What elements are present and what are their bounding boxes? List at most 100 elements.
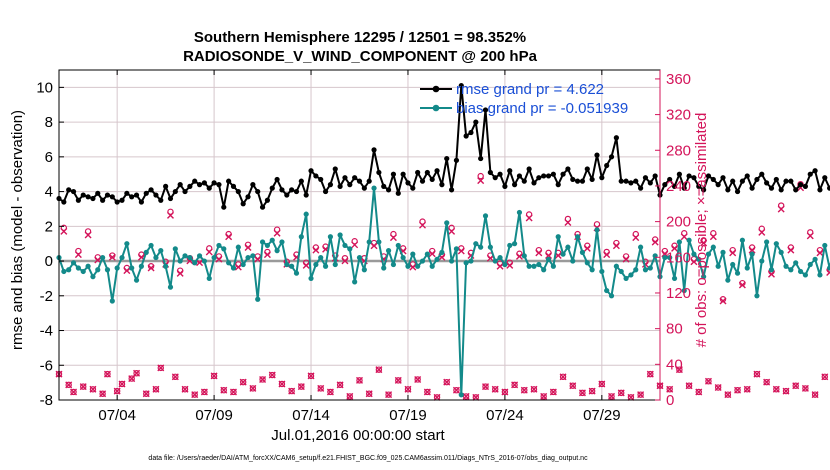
rmse-point: [541, 173, 547, 179]
rmse-point: [545, 173, 552, 179]
obs-possible-marker: [734, 386, 741, 394]
bias-point: [216, 242, 222, 249]
rmse-point: [429, 176, 435, 183]
bias-point: [143, 249, 149, 255]
obs-possible-marker: [172, 373, 179, 381]
bias-point: [385, 248, 392, 254]
obs-possible-marker: [128, 375, 135, 382]
rmse-point: [192, 178, 198, 184]
x-tick-label: 07/24: [486, 407, 524, 424]
rmse-point: [70, 188, 77, 195]
obs-assimilated-marker: [671, 244, 679, 252]
bias-point: [545, 256, 552, 262]
rmse-point: [279, 187, 285, 193]
bias-point: [667, 254, 673, 261]
obs-assimilated-marker: [341, 257, 349, 265]
obs-assimilated-marker: [263, 251, 271, 259]
legend-bias-label: bias grand pr = -0.051939: [456, 100, 628, 117]
obs-assimilated-marker: [70, 388, 78, 396]
rmse-point: [478, 155, 484, 162]
bias-point: [788, 267, 794, 273]
rmse-point: [725, 187, 731, 193]
rmse-point: [376, 169, 382, 176]
obs-assimilated-marker: [414, 375, 422, 383]
bias-point: [163, 263, 169, 269]
bias-point: [342, 242, 348, 249]
bias-point: [381, 265, 387, 271]
obs-possible-marker: [133, 370, 140, 377]
rmse-point: [327, 182, 334, 188]
rmse-point: [245, 194, 251, 200]
rmse-point: [473, 119, 479, 125]
rmse-point: [293, 188, 300, 195]
obs-assimilated-marker: [273, 229, 281, 237]
obs-possible-marker: [269, 371, 276, 379]
bias-point: [133, 277, 140, 283]
obs-assimilated-marker: [714, 384, 722, 392]
obs-assimilated-marker: [748, 246, 756, 254]
y-tick-label: -8: [40, 392, 53, 409]
bias-point: [167, 284, 174, 290]
rmse-point: [109, 194, 115, 200]
obs-assimilated-marker: [157, 364, 165, 372]
rmse-point: [822, 175, 828, 181]
rmse-point: [201, 180, 208, 186]
obs-assimilated-marker: [588, 387, 596, 395]
obs-assimilated-marker: [758, 228, 766, 236]
bias-point: [662, 254, 668, 261]
bias-point: [90, 274, 96, 280]
obs-assimilated-marker: [612, 242, 620, 250]
obs-assimilated-marker: [171, 373, 179, 381]
rmse-point: [705, 173, 712, 179]
obs-possible-marker: [70, 388, 77, 396]
obs-possible-marker: [608, 393, 615, 400]
rmse-point: [730, 178, 736, 184]
chart-title: Southern Hemisphere 12295 / 12501 = 98.3…: [194, 29, 526, 46]
rmse-point: [405, 180, 411, 186]
rmse-point: [487, 169, 493, 176]
bias-point: [424, 251, 430, 257]
bias-point: [511, 241, 518, 247]
rmse-point: [153, 192, 159, 198]
obs-assimilated-marker: [530, 385, 538, 393]
bias-point: [608, 293, 615, 299]
rmse-point: [579, 178, 586, 184]
obs-assimilated-marker: [486, 254, 494, 262]
obs-assimilated-marker: [288, 387, 296, 395]
legend-rmse-label: rmse grand pr = 4.622: [456, 81, 604, 98]
obs-assimilated-marker: [535, 249, 543, 257]
footer-file-path: data file: /Users/raeder/DAI/ATM_forcXX/…: [148, 455, 588, 462]
obs-assimilated-marker: [419, 221, 427, 229]
rmse-point: [526, 166, 532, 172]
obs-assimilated-marker: [302, 261, 310, 269]
obs-assimilated-marker: [142, 390, 150, 398]
bias-point: [308, 275, 314, 282]
y2-axis-label: # of obs: o=possible; ×=assimilated: [693, 113, 710, 348]
obs-possible-marker: [404, 386, 412, 393]
bias-point: [773, 241, 779, 247]
rmse-point: [642, 175, 649, 181]
rmse-point: [298, 178, 304, 184]
bias-point: [623, 275, 629, 282]
rmse-point: [676, 171, 682, 177]
bias-point: [293, 270, 300, 276]
obs-possible-marker: [530, 386, 538, 393]
bias-point: [589, 267, 595, 273]
rmse-point: [652, 173, 658, 179]
bias-point: [676, 239, 682, 245]
obs-possible-marker: [385, 391, 392, 398]
obs-assimilated-marker: [166, 211, 174, 219]
bias-point: [269, 237, 275, 243]
obs-possible-marker: [811, 391, 819, 398]
rmse-point: [734, 188, 741, 195]
obs-assimilated-marker: [617, 389, 625, 397]
bias-point: [570, 258, 576, 264]
obs-assimilated-marker: [661, 250, 669, 258]
rmse-point: [565, 166, 571, 172]
bias-point: [599, 268, 605, 275]
obs-possible-marker: [395, 377, 402, 384]
bias-point: [158, 248, 164, 254]
bias-point: [681, 287, 687, 294]
obs-possible-marker: [249, 385, 257, 392]
bias-point: [502, 261, 508, 268]
